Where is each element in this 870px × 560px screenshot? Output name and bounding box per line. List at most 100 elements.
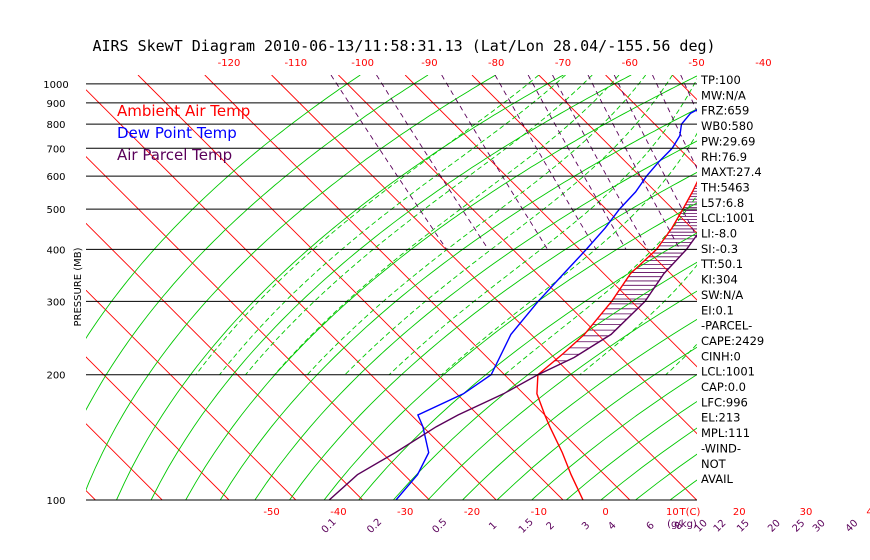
stat-label: TT:50.1 (700, 257, 743, 271)
mixing-ratio-line (527, 75, 627, 250)
mixing-ratio-tick-label: 1.5 (517, 517, 536, 536)
moist-adiabat-line (579, 264, 697, 376)
isotherm-line (739, 75, 870, 500)
stat-label: CINH:0 (701, 349, 741, 363)
bottom-temp-tick-label: -20 (464, 507, 480, 518)
stat-label: -PARCEL- (701, 319, 752, 333)
pressure-tick-label: 400 (46, 245, 65, 256)
stat-label: L57:6.8 (701, 196, 744, 210)
isotherm-line (86, 289, 297, 500)
mixing-ratio-line (441, 75, 548, 250)
dry-adiabat-line (323, 202, 697, 500)
mixing-ratio-tick-label: 20 (766, 518, 783, 535)
mixing-ratio-lines (330, 75, 870, 250)
mixing-ratio-line (652, 75, 697, 170)
bottom-temp-tick-label: 20 (733, 507, 746, 518)
bottom-temp-tick-label: 40 (866, 507, 870, 518)
stat-label: MPL:111 (701, 426, 750, 440)
moist-adiabat-line (195, 75, 540, 375)
mixing-ratio-tick-label: 40 (844, 518, 861, 535)
mixing-ratio-line (821, 75, 870, 249)
mixing-ratio-tick-label: 4 (606, 520, 618, 532)
dry-adiabats (86, 75, 870, 500)
pressure-tick-label: 600 (46, 172, 65, 183)
stat-label: FRZ:659 (701, 104, 749, 118)
dry-adiabat-line (86, 75, 496, 491)
moist-adiabat-line (826, 75, 860, 375)
mixing-ratio-line (745, 75, 821, 249)
dry-adiabat-line (392, 261, 697, 500)
top-temp-tick-label: -70 (555, 58, 571, 69)
isotherm-line (86, 222, 363, 500)
isotherm-line (86, 89, 497, 500)
moist-adiabat-line (504, 194, 697, 376)
pressure-tick-label: 500 (46, 205, 65, 216)
dry-adiabat-line (774, 75, 870, 500)
mixing-ratio-line (587, 75, 681, 250)
mixing-ratio-line (776, 75, 848, 249)
stat-label: LI:-8.0 (701, 227, 737, 241)
isotherms (0, 75, 870, 500)
isotherm-line (86, 155, 430, 500)
stat-label: EL:213 (701, 411, 741, 425)
stat-label: LFC:996 (701, 395, 748, 409)
moist-adiabat-line (388, 78, 697, 376)
stat-label: MW:N/A (701, 88, 746, 102)
dry-adiabat-line (185, 75, 697, 500)
isotherm-line (605, 75, 697, 168)
mixing-ratio-line (613, 75, 697, 239)
top-temp-tick-label: -90 (421, 58, 437, 69)
mixing-ratio-tick-label: 0.2 (365, 517, 384, 536)
mixing-ratio-line (376, 75, 489, 250)
dry-adiabat-line (86, 75, 429, 411)
mixing-ratio-line (680, 75, 697, 113)
stat-label: CAP:0.0 (701, 380, 746, 394)
y-axis-label: PRESSURE (MB) (73, 247, 84, 326)
stat-label: PW:29.69 (701, 134, 755, 148)
stat-label: TP:100 (700, 73, 741, 87)
isotherm-line (471, 75, 697, 301)
mixing-ratio-tick-label: 0.1 (320, 517, 339, 536)
mixing-ratio-tick-label: 0.5 (430, 517, 449, 536)
mixing-ratio-tick-label: 1 (487, 520, 499, 532)
dry-adiabat-line (150, 75, 632, 500)
stat-label: KI:304 (701, 273, 738, 287)
dry-adiabat-line (496, 346, 697, 500)
moist-adiabat-line (219, 75, 566, 375)
pressure-tick-label: 1000 (43, 80, 68, 91)
mixing-ratio-line (801, 75, 870, 249)
bottom-temp-tick-label: -30 (397, 507, 413, 518)
stat-label: SI:-0.3 (701, 242, 738, 256)
pressure-tick-label: 700 (46, 144, 65, 155)
series-ambient-air-temp (536, 180, 697, 500)
mixing-ratio-tick-label: 12 (712, 518, 729, 535)
mixing-ratio-line (552, 75, 649, 250)
bottom-temp-tick-label: 0 (602, 507, 608, 518)
dry-adiabat-line (289, 171, 697, 500)
stat-label: WB0:580 (701, 119, 753, 133)
dry-adiabat-line (116, 75, 564, 500)
bottom-temp-tick-label: -40 (330, 507, 346, 518)
isotherm-line (404, 75, 697, 368)
isotherm-line (806, 75, 870, 500)
isotherm-line (86, 356, 230, 500)
isotherm-line (0, 75, 29, 500)
top-temp-tick-label: -100 (351, 58, 374, 69)
dry-adiabat-line (254, 140, 697, 500)
isotherm-line (538, 75, 697, 234)
stat-label: RH:76.9 (701, 150, 747, 164)
stat-label: SW:N/A (701, 288, 743, 302)
isotherm-line (204, 75, 631, 500)
top-temp-tick-label: -110 (284, 58, 307, 69)
dry-adiabat-line (86, 75, 361, 340)
pressure-tick-label: 100 (46, 496, 65, 507)
pressure-tick-label: 200 (46, 371, 65, 382)
dry-adiabat-line (358, 232, 697, 500)
plot-area (0, 75, 870, 500)
bottom-temp-tick-label: -10 (531, 507, 547, 518)
stat-label: LCL:1001 (701, 365, 755, 379)
x-axis-unit-label: T(C) (679, 507, 701, 518)
stat-label: EI:0.1 (701, 303, 734, 317)
mixing-ratio-tick-label: 6 (645, 520, 657, 532)
